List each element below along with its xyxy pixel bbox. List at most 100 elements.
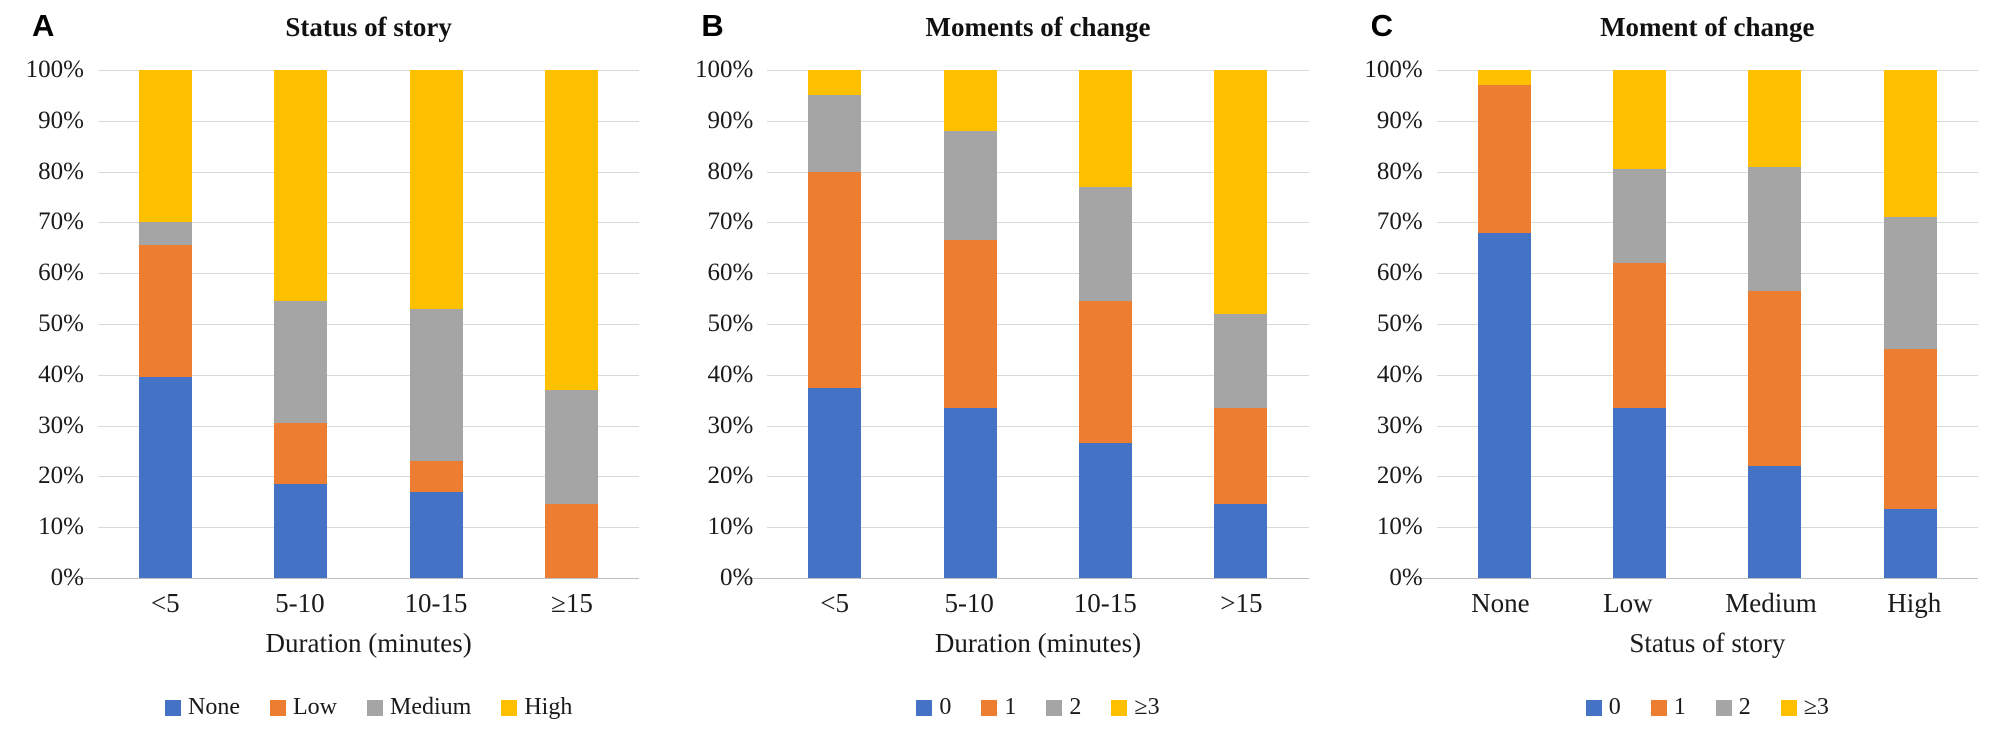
y-axis-tick-label: 10% [1376, 513, 1423, 541]
y-axis-tick-label: 30% [1376, 411, 1423, 439]
x-axis-title: Duration (minutes) [934, 628, 1142, 658]
bar-segment-gray [1613, 169, 1667, 264]
gridline [74, 578, 640, 579]
y-axis-tick-label: 40% [38, 360, 84, 388]
x-axis-labels: <5 5-10 10-15 ≥15 [98, 588, 639, 619]
bar-segment-blue [1214, 504, 1268, 578]
gridline [98, 171, 640, 173]
x-axis-title: Duration (minutes) [265, 628, 472, 658]
legend-swatch-yellow [1780, 699, 1797, 716]
legend-swatch-blue [916, 699, 933, 716]
gridline [1436, 171, 1978, 173]
legend-item: 0 [1585, 694, 1621, 721]
gridline [1436, 222, 1978, 224]
gridline [98, 222, 640, 224]
y-axis-tick-label: 100% [25, 56, 84, 83]
legend-label: ≥3 [1803, 694, 1829, 720]
bar-segment-orange [409, 461, 463, 492]
bar-segment-blue [1613, 407, 1667, 578]
bar-segment-yellow [139, 70, 193, 223]
gridline [767, 324, 1309, 325]
bar-segment-gray [409, 308, 463, 462]
bar-segment-blue [943, 407, 997, 578]
y-axis-tick-label: 90% [707, 106, 754, 134]
bar-segment-orange [139, 245, 193, 378]
bar-stack [1214, 70, 1268, 578]
y-axis-tick-label: 70% [38, 208, 84, 236]
gridline [743, 578, 1309, 579]
bar-segment-yellow [1214, 70, 1268, 314]
y-axis-tick-label: 80% [38, 157, 84, 185]
gridline [1436, 70, 1978, 71]
y-axis-tick-label: 90% [38, 106, 84, 134]
bars-container [98, 70, 639, 578]
legend-label: High [524, 694, 573, 720]
bar-segment-yellow [545, 70, 599, 391]
bar-segment-gray [274, 301, 328, 424]
bar-stack [274, 70, 328, 578]
legend-item: 1 [1650, 694, 1686, 721]
legend-swatch-gray [1715, 699, 1732, 716]
plot-area: 100% 90% 80% 70% 60% 50% 40% 30% 20% 10% 0% <5 5-10 1… [26, 56, 640, 618]
gridline [767, 273, 1309, 275]
y-axis-tick-label: 100% [1364, 56, 1423, 83]
legend-swatch-gray [1046, 699, 1063, 716]
legend-item: ≥3 [1111, 694, 1160, 721]
bar-segment-gray [943, 130, 997, 241]
bar-segment-yellow [1477, 70, 1531, 86]
legend-label: ≥3 [1134, 694, 1160, 720]
plot-area: 100% 90% 80% 70% 60% 50% 40% 30% 20% 10% 0% <5 5-10 1… [695, 56, 1309, 618]
panel-letter-a: A [32, 8, 55, 43]
gridline [767, 70, 1309, 71]
bar-segment-orange [808, 171, 862, 388]
bar-segment-yellow [808, 70, 862, 96]
bar-segment-gray [139, 222, 193, 246]
y-axis-tick-label: 10% [38, 513, 84, 541]
x-axis-title: Status of story [1629, 628, 1786, 658]
x-axis-tick-label: 5-10 [944, 588, 994, 618]
bar-stack [139, 70, 193, 578]
legend-label: Medium [389, 694, 472, 720]
bar-segment-blue [808, 387, 862, 578]
bar-stack [1883, 70, 1937, 578]
legend-item: 2 [1715, 694, 1751, 721]
bar-segment-yellow [1613, 70, 1667, 170]
bar-stack [1748, 70, 1802, 578]
gridline [98, 476, 640, 478]
y-axis-tick-label: 30% [38, 411, 84, 439]
legend-item: None [165, 694, 240, 721]
y-axis-tick-label: 0% [720, 564, 754, 591]
gridline [767, 476, 1309, 478]
legend-swatch-yellow [1111, 699, 1128, 716]
legend-item: 0 [916, 694, 951, 721]
bar-segment-gray [808, 95, 862, 172]
gridline [1412, 578, 1978, 579]
legend-swatch-orange [981, 699, 998, 716]
y-axis-tick-label: 30% [707, 411, 754, 439]
bar-stack [808, 70, 862, 578]
bar-stack [943, 70, 997, 578]
bar-segment-orange [274, 423, 328, 485]
legend-label: None [188, 694, 240, 720]
gridline [1436, 476, 1978, 478]
x-axis-tick-label: >15 [1220, 588, 1263, 618]
bar-segment-gray [1748, 166, 1802, 291]
bar-segment-blue [409, 491, 463, 578]
y-axis-tick-label: 80% [1376, 157, 1423, 185]
x-axis-tick-label: 10-15 [404, 588, 468, 618]
x-axis-labels: <5 5-10 10-15 >15 [767, 588, 1308, 619]
y-axis-tick-label: 10% [707, 513, 754, 541]
y-axis-tick-label: 20% [1376, 462, 1423, 490]
bar-segment-orange [943, 240, 997, 408]
legend-label: 1 [1004, 694, 1017, 720]
gridline [1436, 324, 1978, 325]
gridline [1436, 273, 1978, 275]
bars-container [767, 70, 1308, 578]
x-axis-tick-label: 10-15 [1073, 588, 1137, 618]
legend-label: 0 [1608, 694, 1621, 720]
bar-segment-gray [1214, 313, 1268, 408]
bar-segment-blue [1477, 232, 1531, 578]
y-axis-tick-label: 50% [38, 310, 84, 337]
y-axis-tick-label: 20% [707, 462, 754, 490]
